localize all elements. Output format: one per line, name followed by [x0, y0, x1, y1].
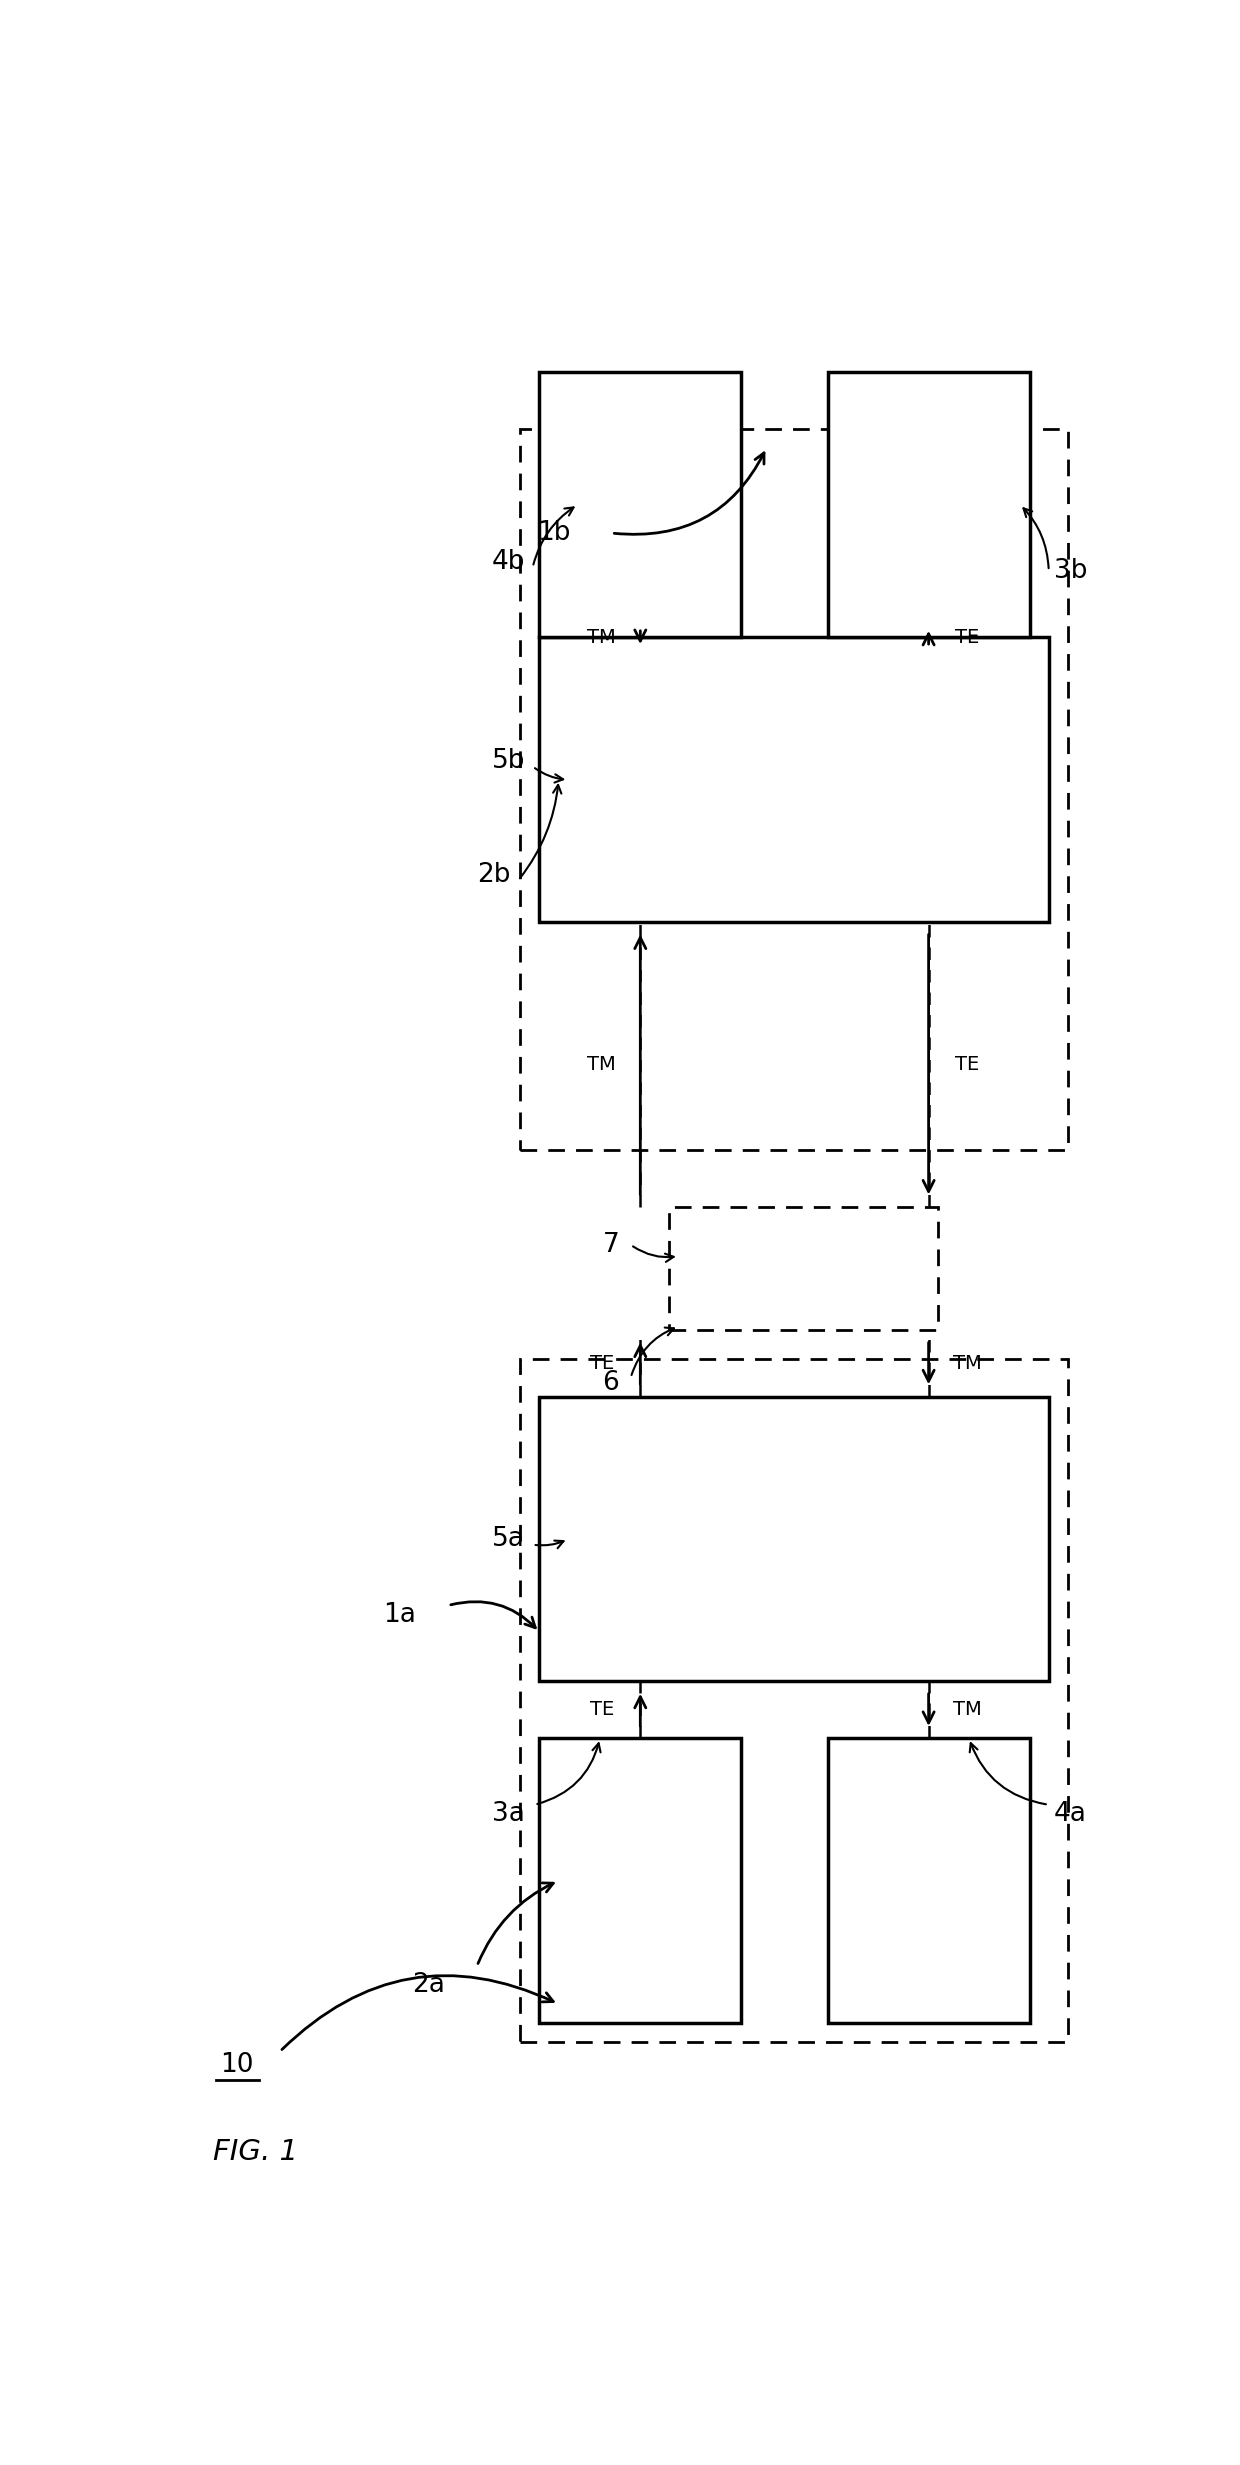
- Text: 7: 7: [603, 1232, 619, 1257]
- Bar: [828, 1738, 1029, 2024]
- Text: 1a: 1a: [383, 1602, 417, 1627]
- Bar: [521, 429, 1068, 1149]
- Bar: [539, 638, 1049, 922]
- Text: 3a: 3a: [492, 1802, 525, 1827]
- Text: TE: TE: [955, 1055, 980, 1075]
- Text: 3b: 3b: [1054, 557, 1087, 584]
- Text: TE: TE: [955, 629, 980, 646]
- Text: TM: TM: [952, 1701, 981, 1721]
- Bar: [539, 372, 742, 638]
- Text: 4b: 4b: [491, 550, 525, 574]
- Text: 1b: 1b: [537, 520, 570, 547]
- Text: TE: TE: [590, 1701, 614, 1721]
- Text: 2b: 2b: [477, 863, 511, 887]
- Text: TE: TE: [590, 1353, 614, 1373]
- Bar: [828, 372, 1029, 638]
- Text: 5b: 5b: [491, 747, 525, 774]
- Text: TM: TM: [952, 1353, 981, 1373]
- Text: 10: 10: [219, 2051, 253, 2078]
- Text: 5a: 5a: [492, 1526, 525, 1553]
- Bar: [539, 1738, 742, 2024]
- Text: 4a: 4a: [1054, 1802, 1086, 1827]
- Text: FIG. 1: FIG. 1: [213, 2137, 299, 2167]
- Text: TM: TM: [588, 629, 616, 646]
- Text: 2a: 2a: [413, 1972, 445, 1999]
- Bar: [521, 1358, 1068, 2041]
- Text: TM: TM: [588, 1055, 616, 1075]
- Bar: [670, 1208, 939, 1331]
- Text: 6: 6: [603, 1371, 619, 1395]
- Bar: [539, 1398, 1049, 1681]
